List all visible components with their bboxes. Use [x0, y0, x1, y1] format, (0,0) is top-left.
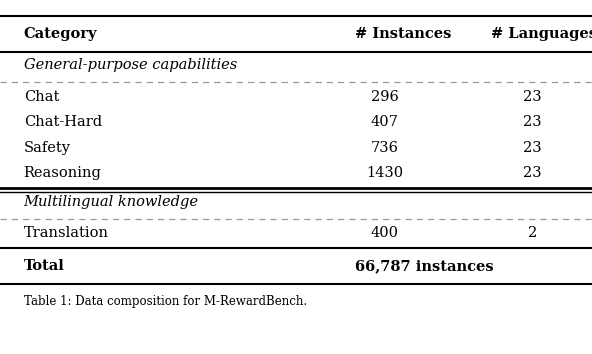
Text: 296: 296 — [371, 90, 399, 104]
Text: Chat-Hard: Chat-Hard — [24, 115, 102, 130]
Text: 23: 23 — [523, 166, 542, 180]
Text: 2: 2 — [528, 226, 538, 240]
Text: Multilingual knowledge: Multilingual knowledge — [24, 195, 199, 209]
Text: General-purpose capabilities: General-purpose capabilities — [24, 58, 237, 73]
Text: Reasoning: Reasoning — [24, 166, 102, 180]
Text: Category: Category — [24, 27, 97, 41]
Text: 23: 23 — [523, 90, 542, 104]
Text: # Instances: # Instances — [355, 27, 452, 41]
Text: Table 1: Data composition for M-RewardBench.: Table 1: Data composition for M-RewardBe… — [24, 295, 307, 308]
Text: Safety: Safety — [24, 141, 70, 155]
Text: Chat: Chat — [24, 90, 59, 104]
Text: 736: 736 — [371, 141, 399, 155]
Text: Total: Total — [24, 259, 65, 273]
Text: # Languages: # Languages — [491, 27, 592, 41]
Text: 407: 407 — [371, 115, 399, 130]
Text: 66,787 instances: 66,787 instances — [355, 259, 494, 273]
Text: 23: 23 — [523, 115, 542, 130]
Text: 1430: 1430 — [366, 166, 403, 180]
Text: Translation: Translation — [24, 226, 109, 240]
Text: 23: 23 — [523, 141, 542, 155]
Text: 400: 400 — [371, 226, 399, 240]
